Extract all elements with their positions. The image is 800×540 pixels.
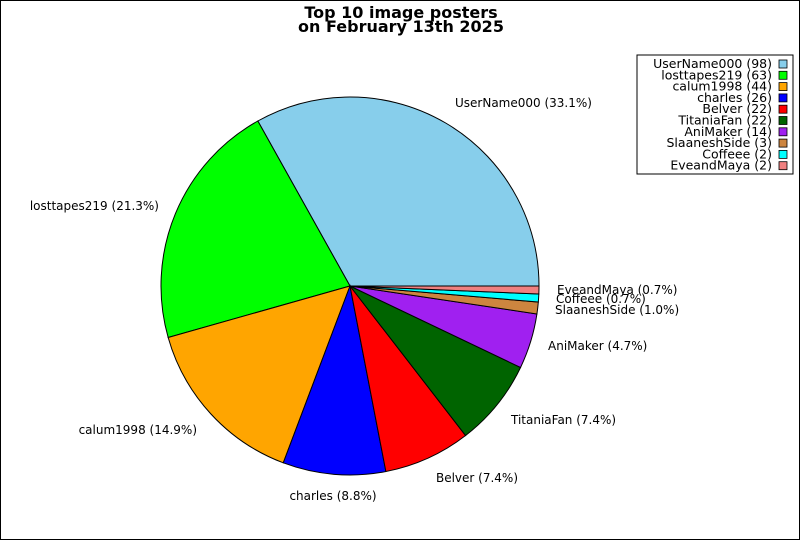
slice-label-username000: UserName000 (33.1%) (455, 96, 592, 110)
pie-slice-calum1998 (167, 285, 351, 464)
legend-swatch-titaniafan (778, 116, 788, 125)
slice-label-charles: charles (8.8%) (289, 489, 376, 503)
slice-label-coffeee: Coffeee (0.7%) (556, 292, 646, 306)
legend-label-slaaneshside: SlaaneshSide (3) (667, 135, 773, 150)
legend-swatch-coffeee (778, 149, 788, 159)
legend-items: UserName000 (98)losttapes219 (63)calum19… (653, 56, 788, 173)
pie-slice-charles (282, 284, 387, 476)
legend-label-calum1998: calum1998 (44) (672, 79, 772, 94)
chart-title: Top 10 image posters on February 13th 20… (298, 3, 504, 36)
slice-label-eveandmaya: EveandMaya (0.7%) (557, 283, 677, 297)
legend-swatch-losttapes219 (778, 70, 788, 80)
legend-swatch-eveandmaya (778, 161, 788, 171)
pie-slice-losttapes219 (160, 120, 351, 339)
legend: UserName000 (98)losttapes219 (63)calum19… (636, 54, 794, 175)
pie-slices (160, 96, 540, 476)
pie-slice-username000 (257, 96, 540, 287)
legend-swatch-animaker (778, 127, 788, 137)
slice-label-titaniafan: TitaniaFan (7.4%) (510, 413, 616, 427)
legend-box (636, 54, 794, 175)
legend-label-username000: UserName000 (98) (653, 56, 772, 71)
legend-label-eveandmaya: EveandMaya (2) (670, 158, 772, 173)
slice-label-slaaneshside: SlaaneshSide (1.0%) (555, 303, 679, 317)
pie-slice-eveandmaya (349, 285, 540, 295)
legend-swatch-calum1998 (778, 82, 788, 91)
legend-label-animaker: AniMaker (14) (684, 124, 772, 139)
legend-label-belver: Belver (22) (702, 101, 772, 116)
legend-label-losttapes219: losttapes219 (63) (661, 67, 772, 82)
legend-label-charles: charles (26) (697, 90, 772, 105)
slice-label-belver: Belver (7.4%) (436, 471, 518, 485)
legend-label-coffeee: Coffeee (2) (702, 146, 772, 161)
legend-swatch-username000 (778, 59, 788, 69)
legend-swatch-slaaneshside (778, 138, 788, 148)
legend-label-titaniafan: TitaniaFan (22) (677, 113, 772, 128)
chart-title-line-2: on February 13th 2025 (298, 17, 504, 36)
pie-slice-labels: UserName000 (33.1%) losttapes219 (21.3%) c… (30, 96, 679, 503)
slice-label-animaker: AniMaker (4.7%) (548, 339, 647, 353)
legend-swatch-charles (778, 93, 788, 103)
slice-label-calum1998: calum1998 (14.9%) (79, 423, 197, 437)
slice-label-losttapes219: losttapes219 (21.3%) (30, 199, 159, 213)
legend-swatch-belver (778, 104, 788, 114)
chart-title-line-1: Top 10 image posters (304, 3, 497, 22)
